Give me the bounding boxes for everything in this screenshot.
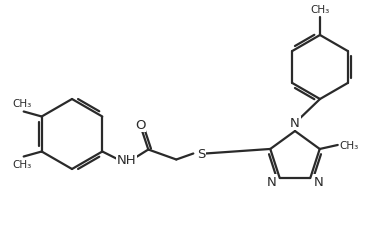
Text: CH₃: CH₃ [12,160,31,170]
Text: N: N [267,175,277,188]
Text: S: S [197,147,205,160]
Text: N: N [290,117,300,130]
Text: CH₃: CH₃ [310,5,330,15]
Text: CH₃: CH₃ [339,140,358,150]
Text: NH: NH [117,153,136,166]
Text: CH₃: CH₃ [12,99,31,109]
Text: N: N [313,175,323,188]
Text: O: O [135,119,146,131]
